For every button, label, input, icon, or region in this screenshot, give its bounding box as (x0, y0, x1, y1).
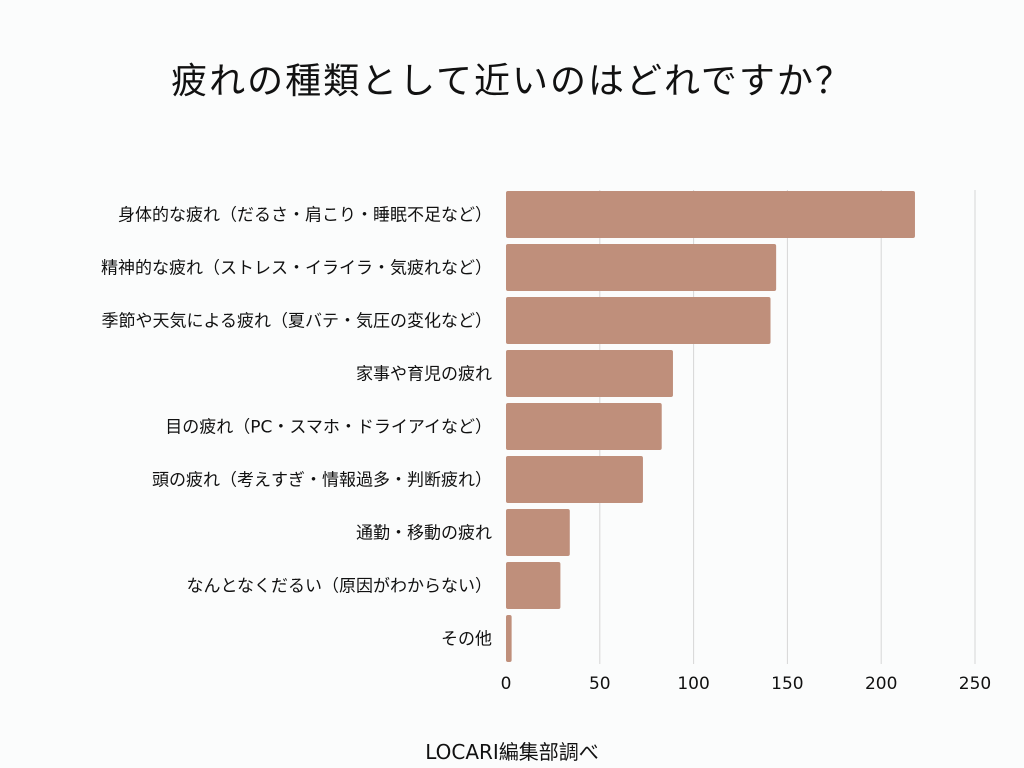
x-tick-label: 0 (501, 674, 512, 694)
bar (506, 562, 561, 609)
category-label: 家事や育児の疲れ (356, 365, 492, 385)
category-label: その他 (441, 630, 492, 650)
x-axis-ticks: 0 50 100 150 200 250 (501, 674, 992, 694)
bar (506, 244, 777, 291)
category-label: 季節や天気による疲れ（夏バテ・気圧の変化など） (102, 312, 493, 332)
x-tick-label: 50 (589, 674, 611, 694)
source-note: LOCARI編集部調べ (425, 740, 599, 764)
bar (506, 297, 771, 344)
x-tick-label: 100 (677, 674, 709, 694)
category-label: 身体的な疲れ（だるさ・肩こり・睡眠不足など） (118, 206, 492, 226)
chart-title: 疲れの種類として近いのはどれですか？ (171, 61, 853, 102)
bar (506, 615, 512, 662)
x-tick-label: 150 (771, 674, 803, 694)
bar (506, 509, 570, 556)
x-tick-label: 200 (865, 674, 897, 694)
bars (506, 191, 915, 662)
x-tick-label: 250 (959, 674, 991, 694)
bar (506, 191, 915, 238)
bar (506, 350, 673, 397)
category-label: 頭の疲れ（考えすぎ・情報過多・判断疲れ） (152, 471, 492, 491)
category-labels: 身体的な疲れ（だるさ・肩こり・睡眠不足など） 精神的な疲れ（ストレス・イライラ・気… (101, 206, 492, 650)
bar (506, 403, 662, 450)
category-label: 通勤・移動の疲れ (356, 524, 492, 544)
category-label: 目の疲れ（PC・スマホ・ドライアイなど） (165, 418, 492, 438)
category-label: 精神的な疲れ（ストレス・イライラ・気疲れなど） (101, 259, 492, 279)
bar (506, 456, 643, 503)
category-label: なんとなくだるい（原因がわからない） (187, 577, 493, 597)
